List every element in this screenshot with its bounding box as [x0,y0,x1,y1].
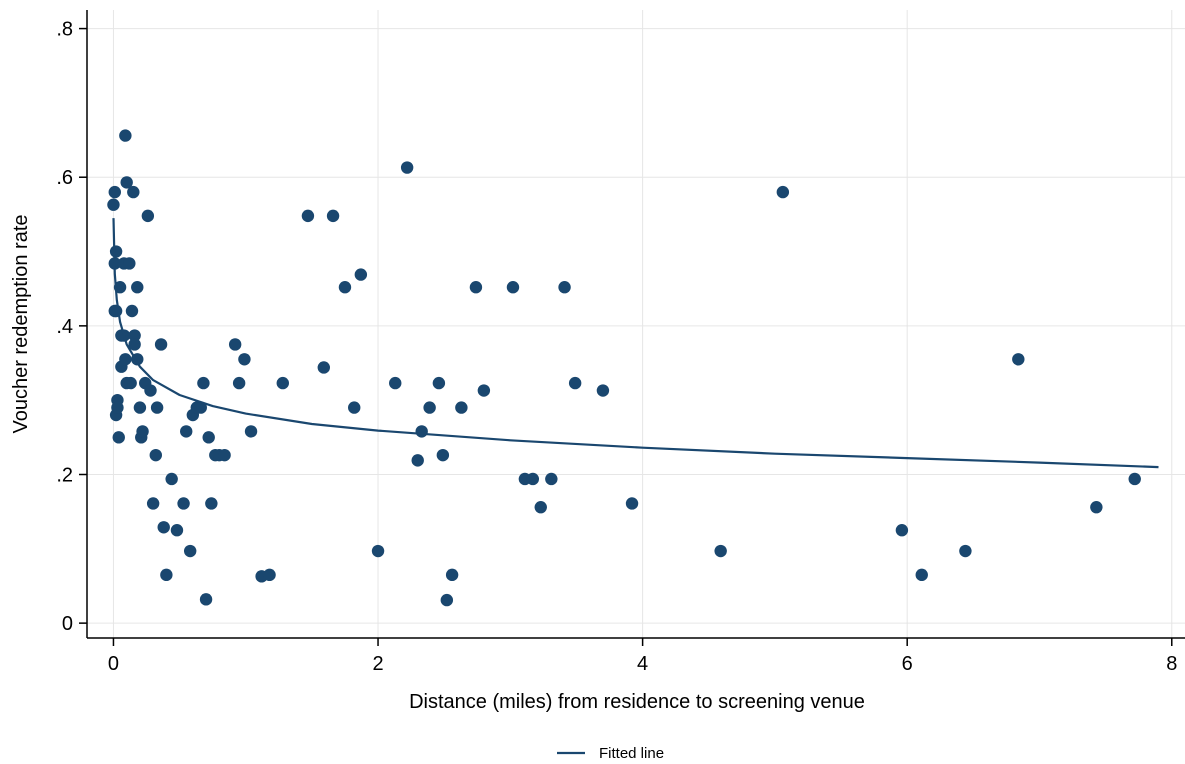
data-point [149,448,162,462]
data-point [263,568,276,582]
data-point [625,497,639,510]
data-point [338,281,352,294]
legend-label-fitted-line: Fitted line [599,745,664,762]
data-point [506,281,520,294]
data-point [238,353,251,366]
data-point [1012,353,1025,366]
data-point [128,338,141,351]
data-point [111,401,124,414]
tick-labels: 0 .2 .4 .6 .8 0 2 4 6 8 [56,19,1177,675]
data-point [411,454,424,467]
data-point [177,497,190,510]
data-point [146,497,160,510]
data-point [197,376,210,390]
data-point [1128,472,1141,486]
data-point [568,376,582,390]
x-tick-label: 6 [902,653,913,675]
data-point [415,425,428,438]
data-point [455,401,468,414]
data-point [469,281,483,294]
data-point [389,376,402,390]
gridlines [87,10,1185,638]
data-point [477,384,491,397]
data-point [202,431,215,444]
data-point [141,209,155,223]
data-point [108,185,121,199]
data-point [124,376,137,390]
data-point [436,448,450,462]
data-point [119,353,132,366]
data-point [125,304,139,318]
legend: Fitted line [557,745,664,762]
data-point [445,568,459,582]
data-point [109,245,123,258]
data-point [776,185,790,199]
data-point [301,209,315,223]
data-point [133,401,147,414]
data-point [959,544,972,558]
data-point [895,524,909,537]
data-point [400,161,414,174]
y-tick-label: 0 [62,613,73,635]
y-tick-label: .4 [56,316,73,338]
data-point [423,401,436,414]
data-point [1090,500,1103,514]
data-point [183,544,197,558]
data-point [199,593,213,606]
axes [79,10,1185,646]
data-point [348,401,361,414]
data-point [157,521,170,534]
y-tick-label: .6 [56,167,73,189]
x-tick-label: 0 [108,653,119,675]
data-point [107,198,120,211]
x-tick-label: 8 [1166,653,1177,675]
data-point [127,185,140,199]
x-tick-label: 2 [372,653,383,675]
y-tick-label: .2 [56,464,73,486]
data-point [326,209,340,223]
data-point [128,329,141,342]
data-point [545,472,558,486]
data-point [120,176,133,189]
data-point [170,524,184,537]
data-point [915,568,928,582]
data-point [180,425,193,438]
data-point [317,361,330,374]
data-point [165,472,178,486]
y-tick-label: .8 [56,19,73,41]
x-tick-label: 4 [637,653,648,675]
data-point [440,593,454,607]
fitted-line [112,218,1159,469]
data-point [160,568,173,582]
data-point [150,401,164,414]
x-axis-title: Distance (miles) from residence to scree… [409,691,865,713]
data-point [432,376,446,390]
data-points [107,129,1141,607]
data-point [534,500,547,514]
data-point [244,425,258,438]
data-point [119,129,132,142]
data-point [232,376,246,390]
data-point [596,384,610,397]
data-point [526,472,540,486]
data-point [371,544,385,558]
y-axis-title: Voucher redemption rate [10,214,32,433]
data-point [136,425,149,438]
data-point [218,448,231,462]
data-point [558,281,571,294]
data-point [276,376,289,390]
data-point [131,281,144,294]
data-point [144,384,157,397]
data-point [205,497,218,510]
data-point [194,401,207,414]
data-point [714,544,727,558]
data-point [112,431,125,444]
data-point [123,257,136,270]
data-point [354,268,368,281]
fitted-line-group [112,218,1159,469]
data-point [154,338,168,351]
data-point [228,338,242,351]
